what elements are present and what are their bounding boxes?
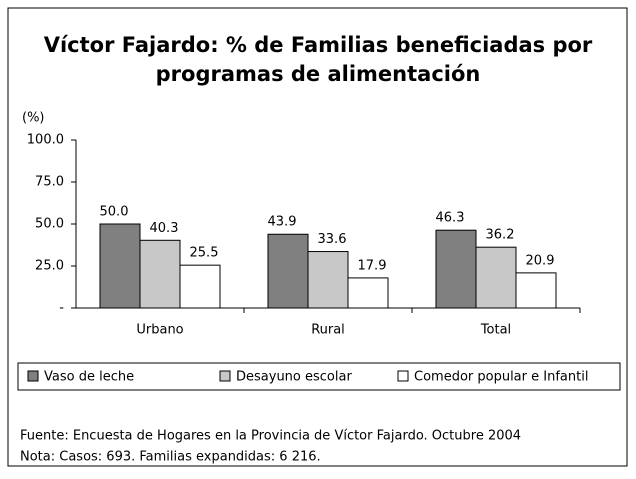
value-label: 36.2 [486, 228, 515, 243]
legend [17, 362, 621, 391]
y-tick-label: 25.0 [35, 259, 64, 274]
legend-swatch [397, 370, 409, 382]
chart-title: programas de alimentación [156, 62, 481, 86]
value-label: 17.9 [358, 258, 387, 273]
y-axis-label: (%) [22, 111, 45, 126]
bar [139, 239, 181, 309]
chart-title: Víctor Fajardo: % de Familias beneficiad… [44, 33, 593, 57]
bar [347, 277, 389, 309]
y-tick-label: - [59, 301, 64, 316]
legend-swatch [219, 370, 231, 382]
x-tick-label: Urbano [136, 323, 183, 338]
value-label: 43.9 [268, 215, 297, 230]
value-label: 40.3 [150, 221, 179, 236]
y-tick-label: 50.0 [35, 217, 64, 232]
value-label: 46.3 [436, 211, 465, 226]
note: Nota: Casos: 693. Familias expandidas: 6… [20, 450, 321, 465]
bar [267, 233, 309, 309]
legend-label: Desayuno escolar [236, 370, 352, 385]
x-tick-label: Rural [311, 323, 345, 338]
y-tick-label: 100.0 [27, 133, 64, 148]
bar [515, 272, 557, 309]
bar [307, 251, 349, 309]
legend-label: Vaso de leche [44, 370, 134, 385]
source-note: Fuente: Encuesta de Hogares en la Provin… [20, 429, 521, 444]
bar [435, 229, 477, 309]
value-label: 25.5 [190, 246, 219, 261]
value-label: 33.6 [318, 232, 347, 247]
y-tick-label: 75.0 [35, 175, 64, 190]
bar [99, 223, 141, 309]
bar [475, 246, 517, 309]
legend-swatch [27, 370, 39, 382]
bar [179, 264, 221, 309]
legend-label: Comedor popular e Infantil [414, 370, 588, 385]
value-label: 20.9 [526, 253, 555, 268]
value-label: 50.0 [100, 205, 129, 220]
x-tick-label: Total [480, 323, 511, 338]
